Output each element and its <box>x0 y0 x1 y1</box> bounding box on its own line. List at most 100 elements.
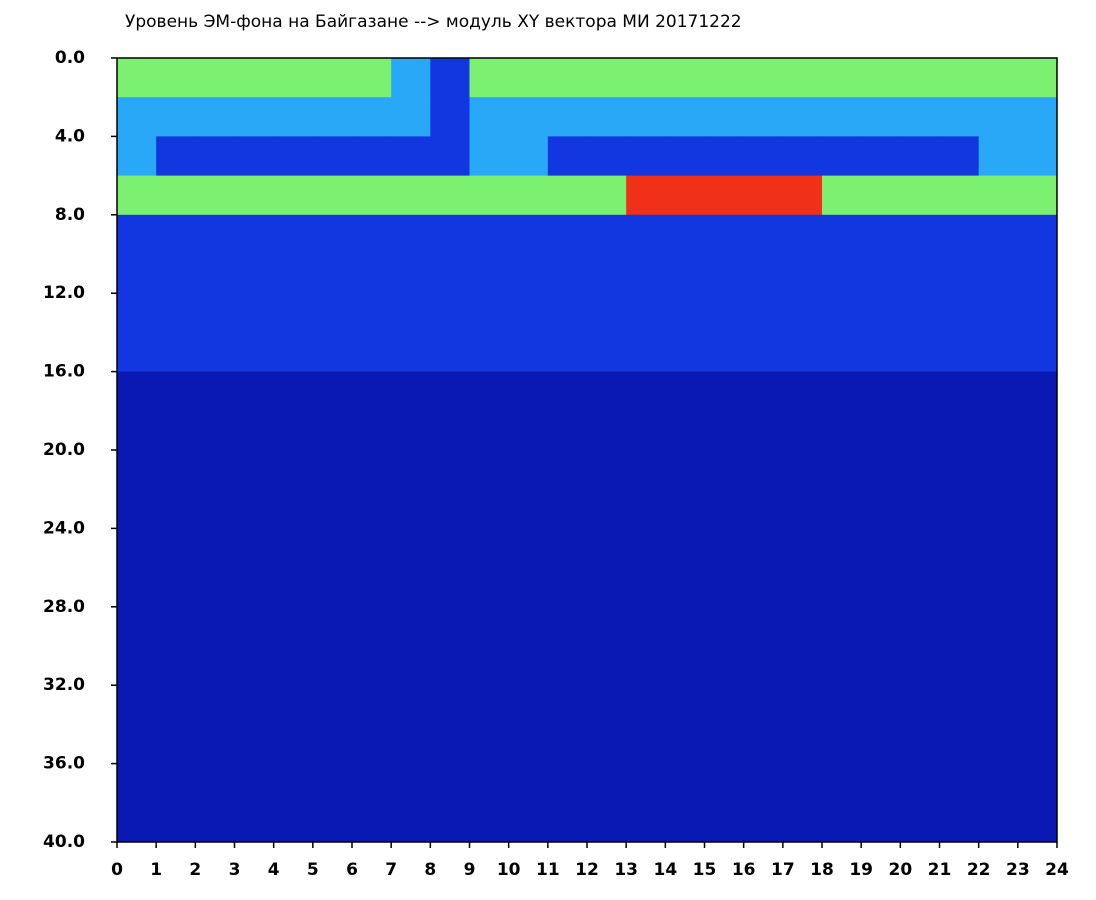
heat-cell <box>782 175 823 216</box>
heat-cell <box>822 175 862 216</box>
heat-cell <box>782 646 823 686</box>
heat-cell <box>195 254 235 294</box>
heat-cell <box>665 567 705 608</box>
heat-cell <box>782 606 823 647</box>
heat-cell <box>547 58 588 98</box>
heat-cell <box>117 567 157 608</box>
heat-cell <box>273 489 314 529</box>
heat-cell <box>469 450 510 490</box>
heat-cell <box>352 214 392 255</box>
heat-cell <box>1017 489 1058 529</box>
heat-cell <box>626 175 666 216</box>
heat-cell <box>117 450 157 490</box>
heat-cell <box>900 97 940 137</box>
heat-cell <box>547 254 588 294</box>
heat-cell <box>861 410 901 451</box>
heat-cell <box>273 450 314 490</box>
heat-cell <box>939 175 980 216</box>
heat-cell <box>234 567 275 608</box>
heat-cell <box>626 293 666 333</box>
heat-cell <box>156 175 196 216</box>
x-tick-label: 3 <box>229 860 241 880</box>
heat-cell <box>195 214 235 255</box>
heat-cell <box>900 489 940 529</box>
heat-cell <box>117 214 157 255</box>
heat-cell <box>430 646 470 686</box>
heat-cell <box>861 802 901 843</box>
heat-cell <box>861 489 901 529</box>
heat-cell <box>508 567 549 608</box>
heat-cell <box>743 371 784 412</box>
heat-cell <box>939 606 980 647</box>
heat-cell <box>430 724 470 765</box>
heat-cell <box>117 332 157 373</box>
heat-cell <box>939 371 980 412</box>
heat-cell <box>195 371 235 412</box>
heat-cell <box>547 528 588 569</box>
heat-cell <box>234 293 275 333</box>
heat-cell <box>743 489 784 529</box>
heat-cell <box>861 97 901 137</box>
heat-cell <box>1017 410 1058 451</box>
heat-cell <box>469 371 510 412</box>
heat-cell <box>430 763 470 804</box>
heat-cell <box>234 763 275 804</box>
x-tick-label: 15 <box>693 860 717 880</box>
heat-cell <box>626 332 666 373</box>
y-tick-label: 8.0 <box>55 205 85 225</box>
heat-cell <box>195 646 235 686</box>
heat-cell <box>782 763 823 804</box>
heat-cell <box>156 489 196 529</box>
heat-cell <box>469 97 510 137</box>
heat-cell <box>822 293 862 333</box>
x-tick-label: 24 <box>1045 860 1069 880</box>
heat-cell <box>587 763 627 804</box>
heat-cell <box>1017 214 1058 255</box>
heat-cell <box>939 802 980 843</box>
heat-cell <box>234 410 275 451</box>
heat-cell <box>743 450 784 490</box>
heat-cell <box>469 646 510 686</box>
heat-cell <box>195 606 235 647</box>
heat-cell <box>626 489 666 529</box>
heat-cell <box>939 685 980 725</box>
heat-cell <box>587 528 627 569</box>
heat-cell <box>508 371 549 412</box>
heat-cell <box>391 802 431 843</box>
heat-cell <box>587 214 627 255</box>
heat-cell <box>312 450 353 490</box>
heat-cell <box>156 332 196 373</box>
heat-cell <box>782 293 823 333</box>
x-tick-label: 17 <box>771 860 795 880</box>
heat-cell <box>391 97 431 137</box>
heat-cell <box>312 371 353 412</box>
heat-cell <box>704 254 745 294</box>
heat-cell <box>1017 685 1058 725</box>
heat-cell <box>234 646 275 686</box>
heat-cell <box>900 646 940 686</box>
heat-cell <box>195 136 235 177</box>
heat-cell <box>117 763 157 804</box>
heat-cell <box>900 606 940 647</box>
heat-cell <box>665 136 705 177</box>
heat-cell <box>391 685 431 725</box>
heat-cell <box>861 450 901 490</box>
heat-cell <box>665 646 705 686</box>
heat-cell <box>861 763 901 804</box>
heat-cell <box>430 567 470 608</box>
heat-cell <box>978 214 1019 255</box>
heat-cell <box>195 450 235 490</box>
y-tick-label: 0.0 <box>55 48 85 68</box>
heat-cell <box>782 371 823 412</box>
heat-cell <box>547 567 588 608</box>
heat-cell <box>391 567 431 608</box>
heat-cell <box>430 371 470 412</box>
heat-cell <box>117 489 157 529</box>
heat-cell <box>508 410 549 451</box>
heat-cell <box>939 410 980 451</box>
heat-cell <box>704 528 745 569</box>
heat-cell <box>195 685 235 725</box>
heat-cell <box>665 371 705 412</box>
y-tick-label: 32.0 <box>43 675 85 695</box>
